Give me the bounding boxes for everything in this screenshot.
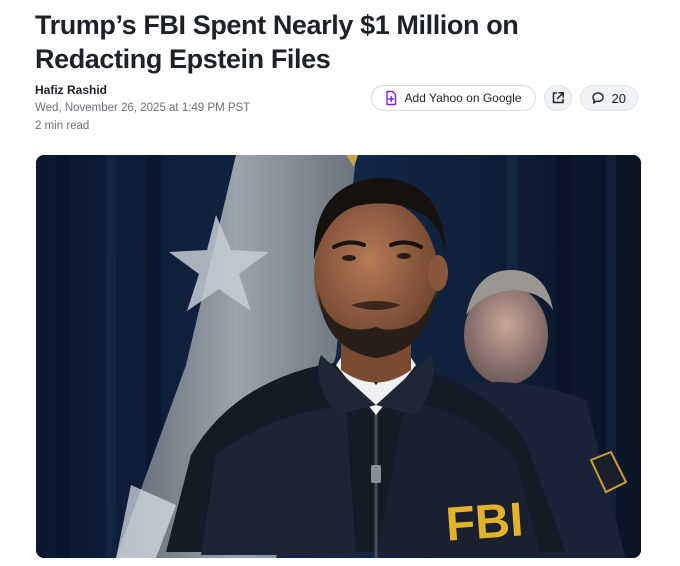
share-icon [551, 91, 565, 105]
add-to-google-icon [384, 90, 398, 106]
publish-date: Wed, November 26, 2025 at 1:49 PM PST [35, 102, 251, 114]
article-hero-photo[interactable]: FBI [36, 155, 641, 558]
author-name[interactable]: Hafiz Rashid [35, 83, 108, 97]
article-actions: Add Yahoo on Google 20 [370, 85, 638, 111]
share-button[interactable] [543, 85, 572, 111]
article-headline: Trump’s FBI Spent Nearly $1 Million on R… [35, 10, 519, 74]
add-yahoo-on-google-button[interactable]: Add Yahoo on Google [370, 85, 536, 111]
add-yahoo-on-google-label: Add Yahoo on Google [404, 91, 522, 105]
comment-icon [591, 91, 605, 105]
read-time: 2 min read [35, 120, 90, 132]
byline: Hafiz Rashid Wed, November 26, 2025 at 1… [35, 83, 250, 134]
jacket-fbi-text: FBI [444, 493, 525, 551]
comments-button[interactable]: 20 [579, 85, 638, 111]
comment-count: 20 [611, 90, 626, 106]
